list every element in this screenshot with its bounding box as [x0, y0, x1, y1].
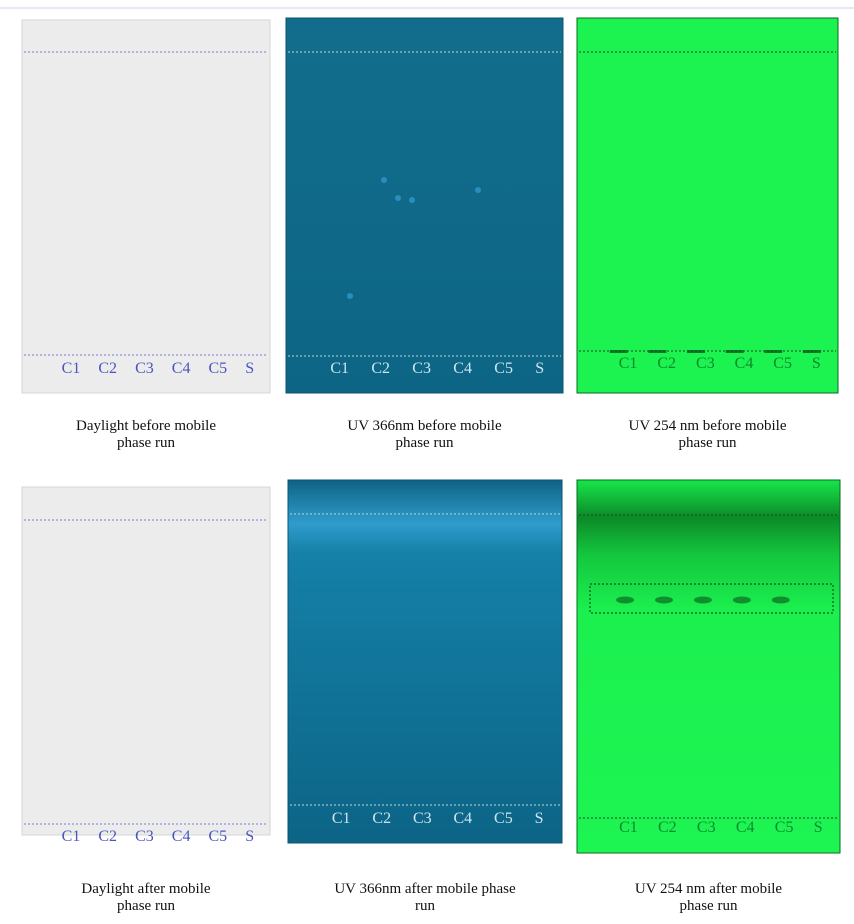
- lane-label: C3: [412, 360, 431, 377]
- lane-label: C5: [775, 819, 794, 836]
- spot: [771, 596, 790, 604]
- spot: [347, 293, 353, 299]
- lane-label: C2: [98, 828, 117, 845]
- spot: [802, 350, 821, 353]
- spot: [475, 187, 481, 193]
- spot: [693, 596, 712, 604]
- tlc-plate: C1 C2 C3 C4 C5 S UV 366nm after mobile phaseru…: [287, 479, 563, 914]
- lane-label: C5: [208, 828, 227, 845]
- lane-label: C3: [697, 819, 716, 836]
- lane-label: C3: [413, 810, 432, 827]
- lane-label: S: [814, 819, 823, 836]
- lane-label: C3: [135, 360, 154, 377]
- lane-label: C1: [62, 360, 81, 377]
- caption: phase run: [680, 898, 738, 914]
- lane-label: C1: [619, 355, 638, 372]
- caption: phase run: [117, 898, 175, 914]
- caption: UV 254 nm before mobile: [628, 418, 786, 434]
- lane-label: C1: [332, 810, 351, 827]
- lane-label: C1: [619, 819, 638, 836]
- plate-image: [21, 486, 271, 836]
- lane-label: C1: [330, 360, 349, 377]
- lane-label: S: [535, 810, 544, 827]
- tlc-plate: C1 C2 C3 C4 C5 S UV 254 nm before mobilephase …: [576, 17, 839, 451]
- lane-label: C2: [657, 355, 676, 372]
- spot: [687, 350, 706, 353]
- lane-label: C4: [736, 819, 755, 836]
- caption: UV 254 nm after mobile: [635, 881, 783, 897]
- lane-label: C2: [658, 819, 677, 836]
- lane-label: C1: [62, 828, 81, 845]
- plate-image: [285, 17, 564, 394]
- plate-image: [576, 479, 841, 854]
- spot: [655, 596, 674, 604]
- lane-label: C4: [735, 355, 754, 372]
- lane-label: C4: [453, 810, 472, 827]
- lane-label: C4: [172, 360, 191, 377]
- spot: [616, 596, 635, 604]
- lane-label: C3: [135, 828, 154, 845]
- lane-label: C4: [453, 360, 472, 377]
- lane-label: C3: [696, 355, 715, 372]
- lane-label: S: [535, 360, 544, 377]
- plate-image: [287, 479, 563, 844]
- spot: [725, 350, 744, 353]
- lane-label: C2: [371, 360, 390, 377]
- lane-label: S: [245, 360, 254, 377]
- lane-label: C5: [208, 360, 227, 377]
- spot: [648, 350, 667, 353]
- plate-image: [576, 17, 839, 394]
- highlight-box: [589, 583, 834, 614]
- lane-label: C5: [494, 360, 513, 377]
- caption: phase run: [396, 435, 454, 451]
- lane-label: C2: [372, 810, 391, 827]
- caption: Daylight after mobile: [81, 881, 210, 897]
- lane-label: C4: [172, 828, 191, 845]
- lane-label: S: [245, 828, 254, 845]
- caption: UV 366nm after mobile phase: [334, 881, 516, 897]
- spot: [732, 596, 751, 604]
- caption: Daylight before mobile: [76, 418, 216, 434]
- caption: phase run: [679, 435, 737, 451]
- spot: [609, 350, 628, 353]
- spot: [764, 350, 783, 353]
- spot: [381, 177, 387, 183]
- caption: UV 366nm before mobile: [347, 418, 502, 434]
- lane-label: C2: [98, 360, 117, 377]
- spot: [409, 197, 415, 203]
- spot: [395, 195, 401, 201]
- lane-label: C5: [773, 355, 792, 372]
- caption: phase run: [117, 435, 175, 451]
- lane-label: S: [812, 355, 821, 372]
- caption: run: [415, 898, 435, 914]
- plate-image: [21, 19, 271, 394]
- lane-label: C5: [494, 810, 513, 827]
